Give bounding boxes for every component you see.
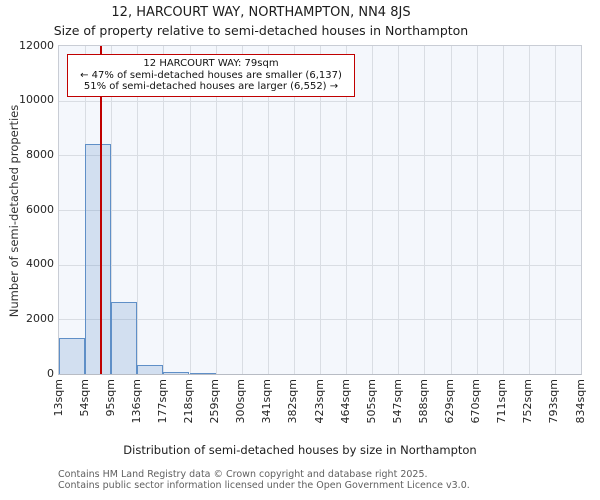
x-tick-label-259sqm: 259sqm	[208, 379, 222, 424]
x-tick-label-218sqm: 218sqm	[182, 379, 195, 424]
callout-line-2: ← 47% of semi-detached houses are smalle…	[80, 69, 342, 81]
v-gridline	[450, 46, 452, 374]
y-tick-label-0: 0	[47, 366, 54, 380]
x-tick-label-670sqm: 670sqm	[469, 379, 483, 424]
v-gridline	[241, 46, 243, 374]
x-tick-label-423sqm: 423sqm	[312, 379, 326, 424]
x-tick-label-793sqm: 793sqm	[547, 379, 561, 424]
v-gridline	[476, 46, 478, 374]
x-tick-label-505sqm: 505sqm	[364, 379, 378, 424]
x-axis-label: Distribution of semi-detached houses by …	[123, 443, 477, 457]
property-callout-box: 12 HARCOURT WAY: 79sqm ← 47% of semi-det…	[67, 54, 355, 97]
v-gridline	[372, 46, 374, 374]
v-gridline	[346, 46, 348, 374]
histogram-bar-177sqm	[163, 372, 190, 374]
histogram-bar-218sqm	[189, 373, 216, 374]
v-gridline	[267, 46, 269, 374]
histogram-bar-95sqm	[111, 301, 138, 374]
x-tick-label-13sqm: 13sqm	[51, 379, 65, 417]
x-tick-label-382sqm: 382sqm	[286, 379, 300, 424]
y-tick-label-12000: 12000	[19, 38, 54, 52]
x-tick-label-588sqm: 588sqm	[416, 379, 430, 424]
property-marker-line	[100, 46, 102, 374]
callout-line-1: 12 HARCOURT WAY: 79sqm	[143, 58, 279, 69]
v-gridline	[320, 46, 321, 374]
footer-attribution-1: Contains HM Land Registry data © Crown c…	[58, 469, 428, 480]
histogram-bar-13sqm	[59, 338, 86, 374]
x-tick-label-177sqm: 177sqm	[155, 379, 169, 424]
x-tick-label-136sqm: 136sqm	[129, 379, 143, 424]
v-gridline	[424, 46, 426, 374]
x-tick-label-464sqm: 464sqm	[338, 379, 352, 424]
y-tick-label-6000: 6000	[26, 202, 54, 216]
histogram-bar-54sqm	[85, 144, 112, 374]
v-gridline	[293, 46, 295, 374]
v-gridline	[528, 46, 530, 374]
v-gridline	[554, 46, 556, 374]
x-tick-label-54sqm: 54sqm	[77, 379, 91, 417]
x-tick-label-300sqm: 300sqm	[234, 379, 248, 424]
v-gridline	[111, 46, 113, 374]
callout-line-3: 51% of semi-detached houses are larger (…	[83, 81, 339, 92]
y-tick-label-10000: 10000	[19, 93, 54, 107]
v-gridline	[137, 46, 139, 374]
footer-attribution-2: Contains public sector information licen…	[58, 480, 470, 491]
y-tick-label-4000: 4000	[26, 257, 54, 271]
x-tick-label-95sqm: 95sqm	[103, 379, 117, 417]
v-gridline	[502, 46, 504, 374]
plot-area: 12 HARCOURT WAY: 79sqm ← 47% of semi-det…	[58, 45, 582, 375]
y-tick-label-2000: 2000	[26, 311, 54, 325]
histogram-bar-136sqm	[137, 364, 164, 374]
y-tick-label-8000: 8000	[26, 147, 54, 161]
x-tick-label-547sqm: 547sqm	[390, 379, 404, 424]
v-gridline	[215, 46, 217, 374]
v-gridline	[189, 46, 191, 374]
x-tick-label-752sqm: 752sqm	[521, 379, 535, 424]
chart-subtitle: Size of property relative to semi-detach…	[53, 23, 469, 38]
v-gridline	[398, 46, 400, 374]
x-tick-label-834sqm: 834sqm	[573, 379, 587, 424]
chart-title: 12, HARCOURT WAY, NORTHAMPTON, NN4 8JS	[111, 5, 411, 20]
x-tick-label-711sqm: 711sqm	[495, 379, 509, 424]
x-tick-label-629sqm: 629sqm	[443, 379, 456, 424]
x-tick-label-341sqm: 341sqm	[260, 379, 274, 424]
v-gridline	[163, 46, 165, 374]
